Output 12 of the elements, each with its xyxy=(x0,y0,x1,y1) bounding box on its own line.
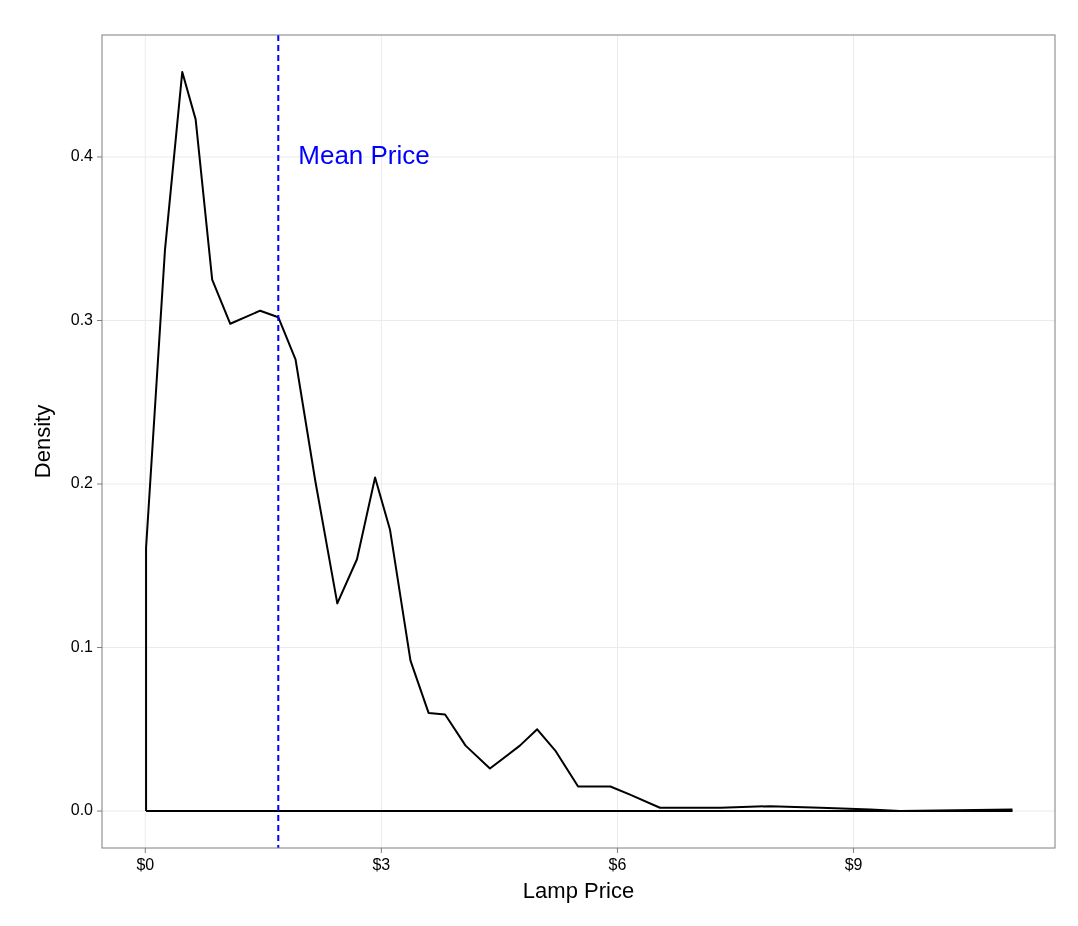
x-axis-title: Lamp Price xyxy=(522,878,635,903)
ref-line-label: Mean Price xyxy=(298,139,430,170)
x-tick-label: $6 xyxy=(608,856,627,873)
y-tick-label: 0.2 xyxy=(70,474,94,492)
y-tick-label: 0.3 xyxy=(70,310,94,328)
y-axis-title: Density xyxy=(30,404,55,479)
x-tick-label: $0 xyxy=(136,856,155,873)
y-tick-label: 0.4 xyxy=(70,147,94,165)
y-tick-label: 0.1 xyxy=(70,637,94,655)
x-tick-label: $3 xyxy=(372,856,391,873)
y-tick-label: 0.0 xyxy=(70,801,94,819)
x-tick-label: $9 xyxy=(844,856,863,873)
